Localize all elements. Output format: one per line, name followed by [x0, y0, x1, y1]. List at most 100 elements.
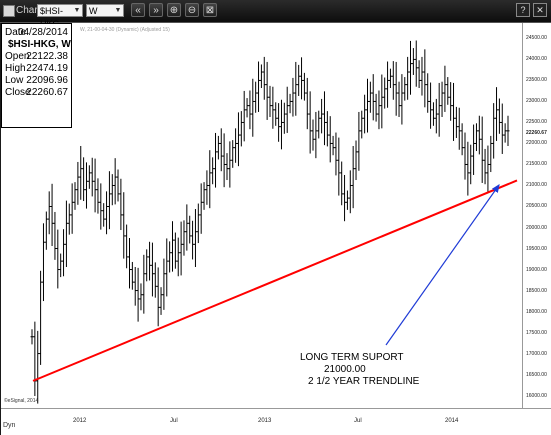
price-bar: [214, 132, 218, 188]
trendline-annotation: LONG TERM SUPORT 21000.00 2 1/2 YEAR TRE…: [290, 352, 419, 388]
symbol-dropdown-icon[interactable]: ▼: [73, 7, 81, 14]
price-bar: [150, 242, 154, 297]
price-bar: [84, 162, 88, 209]
info-low-value: 22096.96: [26, 75, 68, 86]
scroll-left-button[interactable]: «: [131, 3, 145, 17]
price-bar: [162, 258, 166, 310]
price-bar: [285, 86, 289, 133]
price-bar: [489, 135, 493, 173]
price-bar: [454, 106, 458, 138]
price-bar: [417, 60, 421, 88]
zoom-out-button[interactable]: ⊖: [185, 3, 199, 17]
price-bar: [133, 267, 137, 306]
price-axis[interactable]: [522, 23, 551, 408]
price-bar: [96, 178, 100, 214]
price-bar: [36, 330, 40, 404]
info-panel: Date 04/28/2014 $HSI-HKG, W Open 22122.3…: [1, 23, 72, 128]
price-bar: [113, 158, 117, 205]
price-bar: [179, 221, 183, 276]
y-tick-label: 22500.00: [526, 119, 547, 126]
price-bar: [259, 64, 263, 88]
price-bar: [122, 192, 126, 259]
time-axis[interactable]: [1, 408, 551, 435]
period-dropdown-icon[interactable]: ▼: [114, 7, 122, 14]
x-tick-jul-2012: Jul: [170, 418, 178, 424]
y-tick-label: 18500.00: [526, 287, 547, 294]
price-bar: [351, 145, 355, 209]
x-tick-jul-2013: Jul: [354, 418, 362, 424]
price-bar: [156, 267, 160, 327]
price-bar: [383, 77, 387, 109]
price-bar: [82, 157, 86, 202]
title-bar[interactable]: Chart $HSI-HKG ▼ W ▼ « » ⊕ ⊖ ⊠ ? ✕: [0, 0, 551, 29]
price-bar: [386, 61, 390, 108]
price-bar: [423, 49, 427, 108]
price-bar: [205, 170, 209, 205]
price-bar: [265, 61, 269, 120]
price-bar: [219, 128, 223, 172]
price-bar: [262, 56, 266, 100]
price-bar: [90, 157, 94, 197]
price-bar: [469, 144, 473, 185]
close-button[interactable]: ✕: [533, 3, 547, 17]
scroll-right-button[interactable]: »: [149, 3, 163, 17]
price-bar: [294, 61, 298, 116]
y-tick-label: 24500.00: [526, 35, 547, 42]
price-bar: [225, 153, 229, 181]
price-bar: [374, 93, 378, 122]
window-title: Chart: [16, 5, 41, 16]
y-tick-label: 19500.00: [526, 245, 547, 252]
help-button[interactable]: ?: [516, 3, 530, 17]
price-bar: [503, 123, 507, 143]
price-bar: [411, 48, 415, 75]
price-bar: [87, 165, 91, 189]
price-bar: [110, 174, 114, 206]
price-bar: [360, 110, 364, 139]
price-bar: [153, 262, 157, 298]
price-bar: [282, 102, 286, 134]
price-bar: [492, 103, 496, 159]
price-bar: [443, 65, 447, 112]
price-bar: [365, 78, 369, 133]
price-bar: [429, 82, 433, 129]
price-bar: [102, 203, 106, 227]
price-bar: [437, 82, 441, 137]
price-bar: [377, 90, 381, 130]
price-bar: [420, 56, 424, 96]
y-tick-label: 23500.00: [526, 77, 547, 84]
price-bar: [357, 111, 361, 171]
price-bar: [39, 270, 43, 365]
price-bar: [371, 74, 375, 121]
price-bar: [248, 90, 252, 130]
price-bar: [414, 40, 418, 87]
period-select[interactable]: W ▼: [86, 4, 124, 17]
y-tick-label: 16000.00: [526, 392, 547, 399]
price-bar: [322, 91, 326, 146]
price-bar: [222, 133, 226, 188]
price-bar: [185, 204, 189, 251]
chart-type-button[interactable]: ⊠: [203, 3, 217, 17]
chart-watermark: W, 21-00-04-30 (Dynamic) (Adjusted 15): [80, 27, 170, 33]
price-bar: [33, 321, 37, 397]
price-bar: [506, 115, 510, 146]
price-bar: [30, 329, 34, 345]
price-bar: [62, 229, 66, 277]
price-bar: [302, 72, 306, 101]
price-bar: [44, 211, 48, 250]
price-bar: [380, 74, 384, 129]
price-bar: [93, 158, 97, 213]
x-tick-2014: 2014: [445, 418, 459, 424]
price-bar: [500, 103, 504, 154]
y-tick-label: 20000.00: [526, 224, 547, 231]
price-bar: [400, 74, 404, 125]
price-bar: [406, 56, 410, 100]
price-bar: [145, 249, 149, 282]
price-bar: [472, 124, 476, 175]
price-bar: [196, 203, 200, 244]
price-bar: [193, 209, 197, 268]
price-bar: [234, 128, 238, 163]
zoom-in-button[interactable]: ⊕: [167, 3, 181, 17]
price-bar: [216, 135, 220, 160]
price-bar: [171, 221, 175, 272]
